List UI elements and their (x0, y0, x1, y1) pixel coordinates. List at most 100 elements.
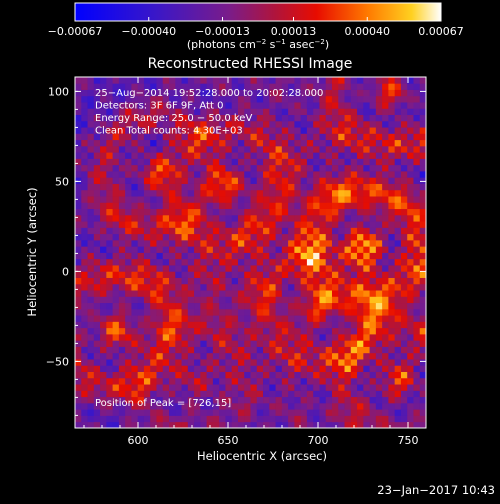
heatmap-cell (294, 158, 302, 166)
heatmap-cell (112, 290, 120, 297)
heatmap-cell (319, 114, 327, 122)
heatmap-cell (169, 246, 176, 253)
heatmap-cell (294, 390, 302, 398)
heatmap-cell (294, 239, 302, 247)
heatmap-cell (288, 252, 295, 260)
heatmap-cell (300, 346, 308, 354)
heatmap-cell (212, 114, 220, 122)
heatmap-cell (331, 277, 339, 285)
heatmap-cell (187, 145, 195, 153)
heatmap-cell (331, 77, 339, 84)
heatmap-cell (338, 233, 345, 241)
heatmap-cell (400, 371, 408, 379)
heatmap-cell (382, 77, 389, 84)
heatmap-cell (382, 227, 389, 235)
heatmap-cell (306, 139, 314, 147)
heatmap-cell (388, 340, 396, 347)
heatmap-cell (125, 183, 132, 191)
heatmap-cell (219, 208, 226, 216)
heatmap-cell (319, 189, 327, 197)
heatmap-cell (419, 327, 426, 335)
heatmap-cell (194, 133, 201, 141)
heatmap-cell (313, 139, 320, 147)
heatmap-cell (175, 340, 182, 347)
heatmap-cell (325, 108, 333, 116)
heatmap-cell (225, 171, 233, 178)
heatmap-cell (419, 384, 426, 391)
heatmap-cell (363, 89, 370, 97)
heatmap-cell (131, 177, 139, 184)
heatmap-cell (225, 83, 233, 90)
heatmap-cell (407, 102, 414, 109)
heatmap-cell (344, 390, 352, 398)
heatmap-cell (106, 384, 114, 391)
heatmap-cell (382, 315, 389, 322)
heatmap-cell (269, 139, 276, 147)
heatmap-cell (250, 296, 258, 304)
heatmap-cell (250, 183, 258, 191)
heatmap-cell (118, 340, 126, 347)
heatmap-cell (275, 158, 283, 166)
heatmap-cell (350, 340, 358, 347)
heatmap-cell (75, 390, 82, 398)
heatmap-cell (187, 171, 195, 178)
heatmap-cell (93, 340, 101, 347)
heatmap-cell (394, 409, 402, 416)
heatmap-cell (281, 139, 289, 147)
heatmap-cell (87, 102, 95, 109)
heatmap-cell (269, 252, 276, 260)
heatmap-cell (106, 183, 114, 191)
heatmap-cell (325, 133, 333, 141)
heatmap-cell (100, 390, 107, 398)
heatmap-cell (313, 196, 320, 203)
heatmap-cell (181, 83, 189, 90)
heatmap-cell (407, 246, 414, 253)
heatmap-cell (325, 139, 333, 147)
heatmap-cell (419, 114, 426, 122)
heatmap-cell (175, 302, 182, 310)
heatmap-cell (263, 421, 270, 428)
heatmap-cell (143, 139, 151, 147)
heatmap-cell (244, 271, 251, 278)
heatmap-cell (187, 321, 195, 329)
heatmap-cell (169, 239, 176, 247)
heatmap-cell (350, 108, 358, 116)
heatmap-cell (300, 258, 308, 266)
heatmap-cell (375, 196, 383, 203)
heatmap-cell (237, 189, 245, 197)
heatmap-cell (225, 189, 233, 197)
heatmap-cell (400, 246, 408, 253)
heatmap-cell (75, 171, 82, 178)
heatmap-cell (325, 95, 333, 103)
heatmap-cell (256, 315, 264, 322)
heatmap-cell (331, 196, 339, 203)
heatmap-cell (237, 283, 245, 291)
heatmap-cell (250, 127, 258, 134)
heatmap-cell (269, 321, 276, 329)
heatmap-cell (137, 359, 145, 366)
heatmap-cell (382, 296, 389, 304)
heatmap-cell (394, 164, 402, 172)
heatmap-cell (112, 171, 120, 178)
heatmap-cell (269, 384, 276, 391)
heatmap-cell (81, 258, 88, 266)
heatmap-cell (419, 396, 426, 404)
heatmap-cell (413, 196, 421, 203)
heatmap-cell (288, 359, 295, 366)
heatmap-cell (200, 127, 208, 134)
heatmap-cell (137, 365, 145, 372)
heatmap-cell (93, 396, 101, 404)
heatmap-cell (331, 152, 339, 159)
heatmap-cell (93, 139, 101, 147)
heatmap-cell (162, 120, 170, 128)
heatmap-cell (150, 246, 157, 253)
heatmap-cell (162, 396, 170, 404)
heatmap-cell (231, 208, 239, 216)
heatmap-cell (112, 340, 120, 347)
heatmap-cell (143, 233, 151, 241)
heatmap-cell (75, 145, 82, 153)
heatmap-cell (294, 315, 302, 322)
heatmap-cell (156, 283, 164, 291)
heatmap-cell (375, 102, 383, 109)
heatmap-cell (212, 396, 220, 404)
